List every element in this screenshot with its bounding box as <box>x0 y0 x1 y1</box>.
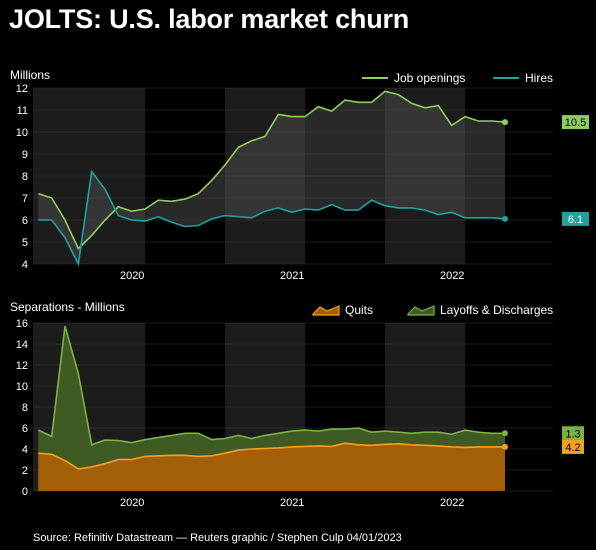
bottom-chart-panel: 0 2 4 6 8 10 12 14 16 2020 2021 2022 Separations - M… <box>10 300 584 509</box>
y-tick-label: 11 <box>17 105 28 117</box>
y-tick-label: 5 <box>22 237 28 249</box>
layoffs-legend-label: Layoffs & Discharges <box>440 303 553 317</box>
quits-area <box>38 443 506 491</box>
layoffs-line <box>37 325 505 446</box>
quits-legend-label: Quits <box>345 303 373 317</box>
hires-end-label-box <box>562 211 589 226</box>
y-tick-label: 9 <box>22 149 28 161</box>
y-tick-label: 8 <box>22 402 28 414</box>
x-tick-label: 2020 <box>120 497 144 509</box>
y-axis-label: Separations - Millions <box>10 300 125 314</box>
y-tick-label: 6 <box>22 423 28 435</box>
y-tick-label: 12 <box>16 360 28 372</box>
hires-end-label: 6.1 <box>568 214 583 226</box>
quits-end-point <box>502 443 508 450</box>
job-openings-end-point <box>502 119 508 126</box>
layoffs-end-point <box>502 430 508 437</box>
quits-end-label: 4.2 <box>565 442 580 454</box>
quits-line <box>38 442 505 470</box>
y-tick-label: 4 <box>22 259 28 271</box>
chart-title: JOLTS: U.S. labor market churn <box>9 4 410 34</box>
top-chart-panel: 4 5 6 7 8 9 10 11 12 2020 2021 2022 Millions 10.5 6.1 J… <box>10 68 589 282</box>
y-tick-label: 8 <box>22 171 28 183</box>
y-tick-label: 10 <box>16 127 28 139</box>
y-tick-label: 4 <box>22 444 28 456</box>
job-openings-end-label: 10.5 <box>565 117 586 129</box>
y-tick-label: 14 <box>16 339 28 351</box>
y-tick-label: 7 <box>22 193 28 205</box>
layoffs-end-label-box <box>562 426 584 441</box>
quits-legend-swatch <box>312 305 340 316</box>
y-axis-label: Millions <box>10 68 50 82</box>
y-tick-label: 10 <box>16 381 28 393</box>
quits-end-label-box <box>562 439 584 454</box>
x-tick-label: 2022 <box>440 497 464 509</box>
hires-line <box>38 169 506 267</box>
openings-hires-gap-area <box>38 91 506 264</box>
y-tick-label: 2 <box>22 465 28 477</box>
x-tick-label: 2021 <box>280 497 304 509</box>
y-tick-label: 0 <box>22 486 28 498</box>
y-tick-label: 12 <box>16 83 28 95</box>
layoffs-legend-swatch <box>407 305 435 316</box>
layoffs-end-label: 1.3 <box>565 428 580 440</box>
x-tick-label: 2022 <box>440 270 464 282</box>
hires-end-point <box>502 215 508 222</box>
job-openings-legend-label: Job openings <box>394 71 465 85</box>
x-tick-label: 2020 <box>120 270 144 282</box>
job-openings-line <box>38 90 506 250</box>
y-tick-label: 6 <box>22 215 28 227</box>
source-note: Source: Refinitiv Datastream — Reuters g… <box>33 532 402 544</box>
y-tick-label: 16 <box>16 318 28 330</box>
hires-legend-label: Hires <box>525 71 553 85</box>
x-tick-label: 2021 <box>280 270 304 282</box>
job-openings-end-label-box <box>562 115 589 130</box>
